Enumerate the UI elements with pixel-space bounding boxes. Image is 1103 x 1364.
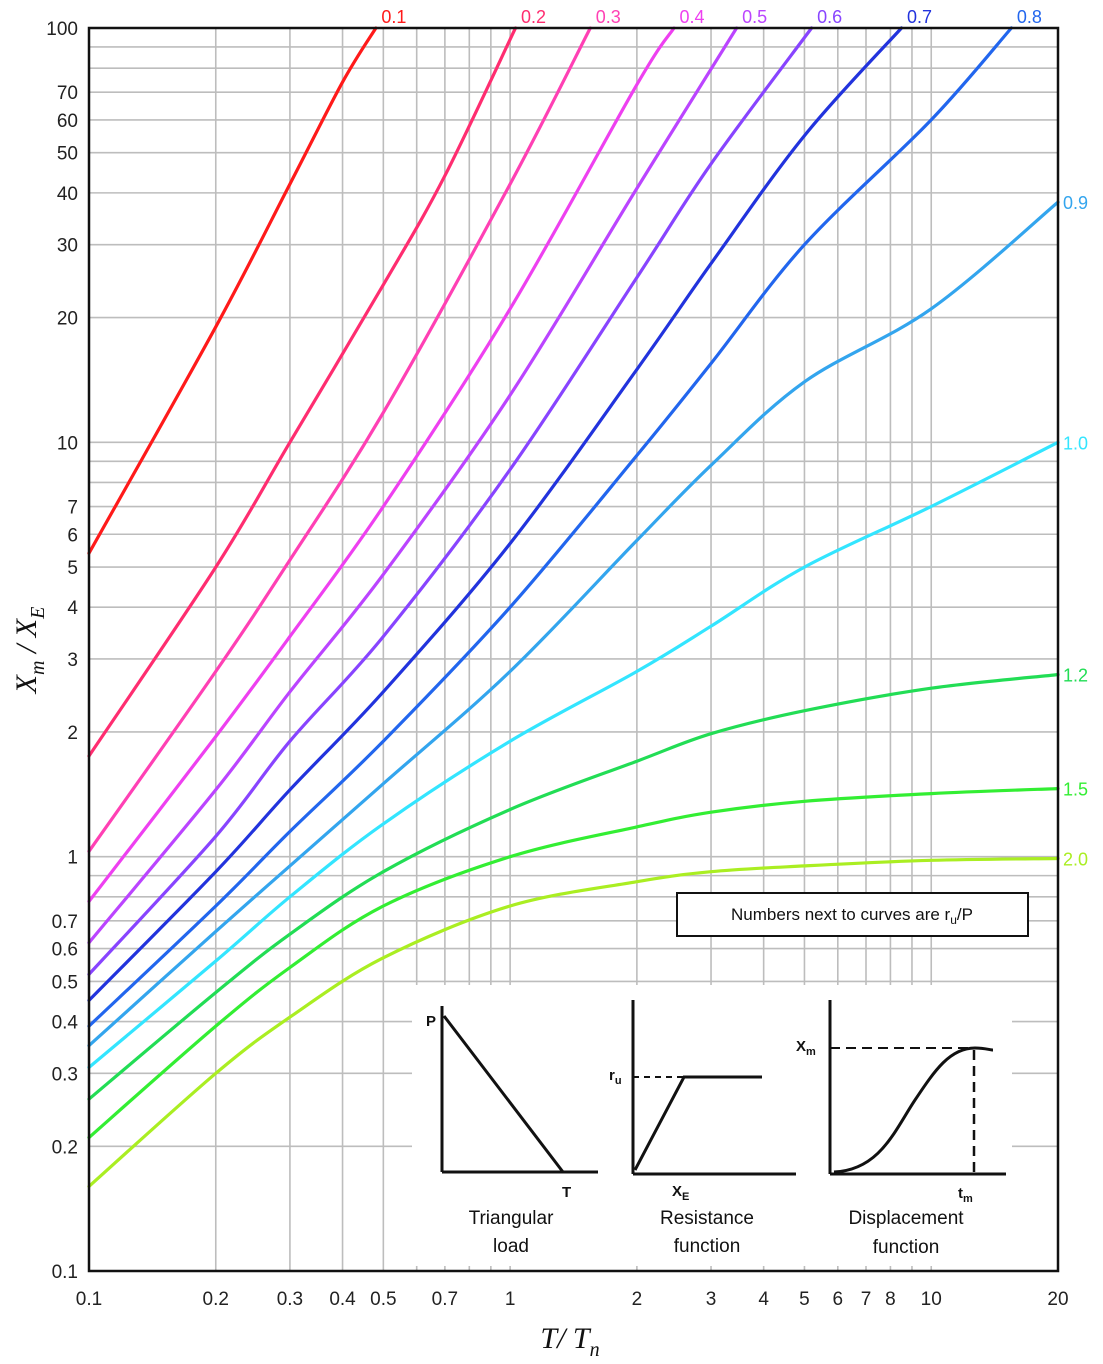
- curves: [87, 26, 1060, 1188]
- y-tick-label: 50: [57, 144, 78, 165]
- y-tick-label: 0.2: [52, 1137, 78, 1158]
- y-tick-label: 6: [67, 525, 78, 546]
- curve-label-0.5: 0.5: [742, 7, 767, 27]
- y-tick-label: 0.1: [52, 1262, 78, 1283]
- x-tick-label: 0.3: [277, 1289, 303, 1310]
- panel1-caption-line1: Triangular: [469, 1208, 555, 1229]
- series-line-0.3: [87, 26, 592, 853]
- panel2-caption-line1: Resistance: [660, 1208, 754, 1229]
- curve-label-0.6: 0.6: [817, 7, 842, 27]
- plot-frame: [87, 26, 1060, 1273]
- x-tick-label: 0.5: [370, 1289, 396, 1310]
- y-tick-label: 60: [57, 111, 78, 132]
- displacement-function-sketch: [828, 1000, 1006, 1176]
- curve-labels: 0.1 0.2 0.3 0.4 0.5 0.6 0.7 0.8 0.9 1.0 1.2 1.5 2.0: [381, 7, 1088, 869]
- curve-label-1.5: 1.5: [1063, 780, 1088, 800]
- x-tick-label: 3: [706, 1289, 717, 1310]
- panel1-label-p: P: [426, 1013, 436, 1030]
- y-tick-label: 2: [67, 723, 78, 744]
- curve-label-0.7: 0.7: [907, 7, 932, 27]
- curve-label-1.2: 1.2: [1063, 666, 1088, 686]
- curve-label-1.0: 1.0: [1063, 433, 1088, 453]
- y-tick-label: 0.3: [52, 1064, 78, 1085]
- triangular-load-sketch: [440, 1006, 598, 1174]
- x-tick-label: 7: [861, 1289, 872, 1310]
- x-tick-label: 6: [833, 1289, 844, 1310]
- panel1-caption-line2: load: [493, 1236, 529, 1257]
- y-tick-label: 100: [46, 19, 78, 40]
- curve-label-0.4: 0.4: [679, 7, 704, 27]
- x-tick-label: 0.2: [203, 1289, 229, 1310]
- series-line-1.5: [87, 787, 1060, 1140]
- inset-background: [412, 985, 1012, 1266]
- x-tick-label: 4: [758, 1289, 769, 1310]
- series-line-1.2: [87, 673, 1060, 1101]
- x-tick-label: 5: [799, 1289, 810, 1310]
- y-tick-label: 4: [67, 598, 78, 619]
- y-tick-label: 0.7: [52, 912, 78, 933]
- y-tick-label: 0.6: [52, 940, 78, 961]
- x-tick-labels: 0.1 0.2 0.3 0.4 0.5 0.7 1 2 3 4 5 6 7 8 10 20: [76, 1289, 1069, 1310]
- y-tick-label: 0.5: [52, 972, 78, 993]
- panel3-caption-line1: Displacement: [848, 1208, 964, 1229]
- y-axis-title: Xm / XE: [10, 607, 49, 695]
- series-line-0.6: [87, 26, 814, 976]
- x-tick-label: 1: [505, 1289, 516, 1310]
- y-tick-label: 3: [67, 650, 78, 671]
- annotation-text: Numbers next to curves are ru/P: [731, 905, 973, 927]
- series-line-0.7: [87, 26, 904, 1002]
- x-tick-label: 2: [632, 1289, 643, 1310]
- series-line-0.4: [87, 26, 676, 903]
- y-tick-label: 30: [57, 236, 78, 257]
- x-tick-label: 0.7: [432, 1289, 458, 1310]
- y-tick-label: 7: [67, 498, 78, 519]
- x-tick-label: 10: [921, 1289, 942, 1310]
- y-tick-label: 1: [67, 848, 78, 869]
- series-line-0.2: [87, 26, 518, 758]
- x-tick-label: 20: [1047, 1289, 1068, 1310]
- curve-label-0.1: 0.1: [381, 7, 406, 27]
- y-tick-label: 10: [57, 433, 78, 454]
- inset: P T Triangular load ru XE Resistance fun…: [412, 985, 1012, 1266]
- series-line-0.1: [87, 26, 378, 555]
- y-tick-label: 40: [57, 184, 78, 205]
- resistance-function-sketch: [631, 1000, 796, 1176]
- y-tick-label: 20: [57, 309, 78, 330]
- y-tick-label: 5: [67, 558, 78, 579]
- annotation-box: Numbers next to curves are ru/P: [676, 892, 1029, 937]
- x-tick-label: 8: [885, 1289, 896, 1310]
- series-line-2.0: [87, 856, 1060, 1188]
- curve-label-0.8: 0.8: [1017, 7, 1042, 27]
- panel3-caption-line2: function: [873, 1237, 940, 1258]
- panel1-label-t: T: [562, 1184, 571, 1201]
- x-tick-label: 0.1: [76, 1289, 102, 1310]
- series-line-1.0: [87, 440, 1060, 1069]
- series-line-0.9: [87, 200, 1060, 1048]
- x-tick-label: 0.4: [329, 1289, 356, 1310]
- curve-label-0.3: 0.3: [596, 7, 621, 27]
- panel2-caption-line2: function: [674, 1236, 741, 1257]
- x-axis-title: T/ Tn: [540, 1322, 599, 1361]
- y-tick-label: 0.4: [52, 1013, 79, 1034]
- series-line-0.5: [87, 26, 739, 945]
- series-line-0.8: [87, 26, 1013, 1028]
- y-tick-label: 70: [57, 83, 78, 104]
- y-tick-labels: 0.1 0.2 0.3 0.4 0.5 0.6 0.7 1 2 3 4 5 6 7 10 20 30 40 50 60…: [46, 19, 78, 1283]
- curve-label-2.0: 2.0: [1063, 849, 1088, 869]
- curve-label-0.2: 0.2: [521, 7, 546, 27]
- curve-label-0.9: 0.9: [1063, 193, 1088, 213]
